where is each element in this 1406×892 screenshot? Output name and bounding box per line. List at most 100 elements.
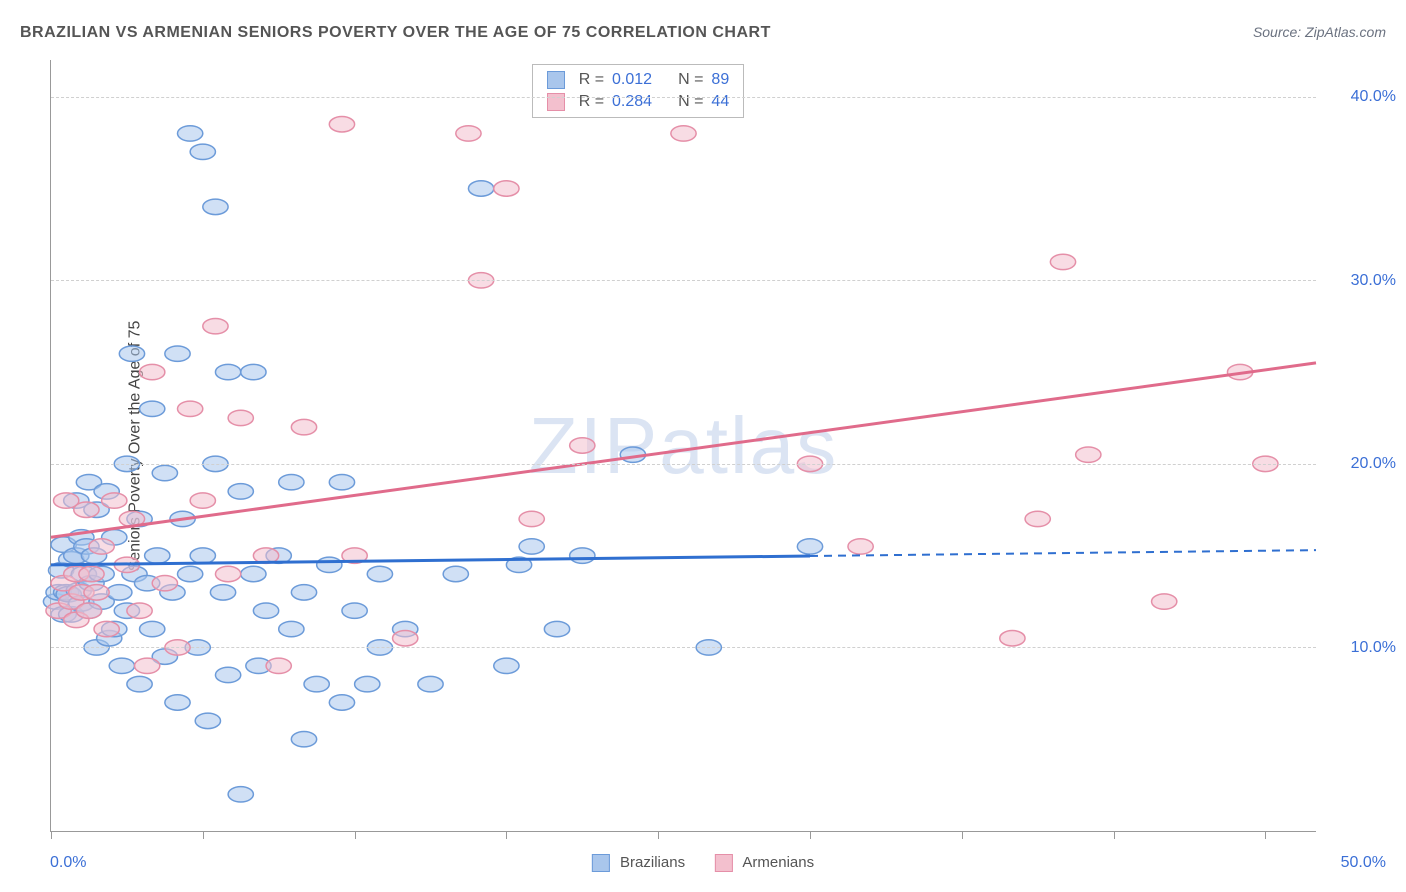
- data-point: [291, 732, 316, 747]
- data-point: [190, 548, 215, 563]
- data-point: [228, 410, 253, 425]
- data-point: [279, 475, 304, 490]
- data-point: [140, 364, 165, 379]
- chart-svg: [51, 60, 1316, 831]
- data-point: [203, 199, 228, 214]
- data-point: [195, 713, 220, 728]
- data-point: [215, 566, 240, 581]
- data-point: [253, 603, 278, 618]
- data-point: [304, 676, 329, 691]
- data-point: [109, 658, 134, 673]
- data-point: [1076, 447, 1101, 462]
- x-axis-max-label: 50.0%: [1341, 854, 1386, 872]
- x-tick: [1114, 831, 1115, 839]
- gridline: [51, 97, 1316, 98]
- data-point: [178, 566, 203, 581]
- legend-label: Brazilians: [620, 854, 685, 871]
- data-point: [456, 126, 481, 141]
- data-point: [1152, 594, 1177, 609]
- data-point: [570, 548, 595, 563]
- y-tick-label: 30.0%: [1351, 272, 1396, 290]
- data-point: [119, 346, 144, 361]
- data-point: [228, 484, 253, 499]
- data-point: [127, 603, 152, 618]
- data-point: [468, 181, 493, 196]
- data-point: [178, 126, 203, 141]
- x-tick: [658, 831, 659, 839]
- gridline: [51, 280, 1316, 281]
- x-tick: [962, 831, 963, 839]
- trend-line-extrapolated: [810, 550, 1316, 556]
- data-point: [291, 419, 316, 434]
- legend-item-brazilians: Brazilians: [592, 854, 685, 872]
- y-tick-label: 10.0%: [1351, 639, 1396, 657]
- data-point: [241, 364, 266, 379]
- data-point: [152, 575, 177, 590]
- data-point: [494, 181, 519, 196]
- gridline: [51, 647, 1316, 648]
- data-point: [190, 144, 215, 159]
- data-point: [145, 548, 170, 563]
- data-point: [393, 631, 418, 646]
- x-tick: [1265, 831, 1266, 839]
- data-point: [317, 557, 342, 572]
- data-point: [443, 566, 468, 581]
- data-point: [848, 539, 873, 554]
- data-point: [355, 676, 380, 691]
- data-point: [74, 502, 99, 517]
- source-attribution: Source: ZipAtlas.com: [1253, 24, 1386, 40]
- x-tick: [355, 831, 356, 839]
- data-point: [84, 585, 109, 600]
- x-tick: [51, 831, 52, 839]
- data-point: [203, 318, 228, 333]
- data-point: [519, 539, 544, 554]
- data-point: [671, 126, 696, 141]
- data-point: [89, 539, 114, 554]
- data-point: [215, 667, 240, 682]
- data-point: [140, 401, 165, 416]
- data-point: [797, 539, 822, 554]
- data-point: [1000, 631, 1025, 646]
- data-point: [94, 621, 119, 636]
- trend-line: [51, 363, 1316, 537]
- data-point: [418, 676, 443, 691]
- x-axis-min-label: 0.0%: [50, 854, 86, 872]
- data-point: [140, 621, 165, 636]
- gridline: [51, 464, 1316, 465]
- data-point: [342, 603, 367, 618]
- data-point: [165, 695, 190, 710]
- series-legend: Brazilians Armenians: [592, 854, 814, 872]
- data-point: [519, 511, 544, 526]
- data-point: [329, 117, 354, 132]
- x-tick: [203, 831, 204, 839]
- data-point: [241, 566, 266, 581]
- data-point: [279, 621, 304, 636]
- legend-label: Armenians: [742, 854, 814, 871]
- data-point: [1025, 511, 1050, 526]
- data-point: [190, 493, 215, 508]
- data-point: [107, 585, 132, 600]
- y-tick-label: 40.0%: [1351, 88, 1396, 106]
- data-point: [570, 438, 595, 453]
- data-point: [367, 566, 392, 581]
- data-point: [102, 493, 127, 508]
- data-point: [494, 658, 519, 673]
- legend-swatch-icon: [592, 854, 610, 872]
- data-point: [210, 585, 235, 600]
- data-point: [178, 401, 203, 416]
- data-point: [1050, 254, 1075, 269]
- data-point: [228, 787, 253, 802]
- data-point: [134, 658, 159, 673]
- legend-swatch-icon: [715, 854, 733, 872]
- legend-item-armenians: Armenians: [715, 854, 814, 872]
- data-point: [76, 603, 101, 618]
- plot-area: ZIPatlas R = 0.012 N = 89 R = 0.284 N = …: [50, 60, 1316, 832]
- data-point: [152, 465, 177, 480]
- data-point: [215, 364, 240, 379]
- data-point: [329, 475, 354, 490]
- data-point: [79, 566, 104, 581]
- y-tick-label: 20.0%: [1351, 455, 1396, 473]
- data-point: [544, 621, 569, 636]
- x-tick: [506, 831, 507, 839]
- data-point: [165, 346, 190, 361]
